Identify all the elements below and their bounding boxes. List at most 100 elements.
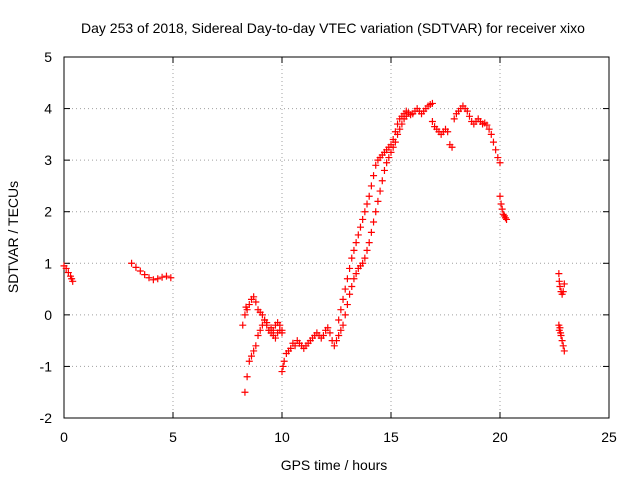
data-point [559, 288, 567, 296]
series-segment-5-upper [335, 99, 436, 324]
data-point [380, 166, 388, 174]
data-point [389, 143, 397, 151]
data-point [256, 326, 264, 334]
data-point [428, 99, 436, 107]
data-point [339, 321, 347, 329]
data-point [267, 324, 275, 332]
data-point [278, 368, 286, 376]
data-point [372, 161, 380, 169]
data-point [465, 112, 473, 120]
data-point [378, 177, 386, 185]
data-point [394, 130, 402, 138]
data-point [370, 172, 378, 180]
data-point [252, 298, 260, 306]
data-point [374, 197, 382, 205]
data-point [352, 239, 360, 247]
data-points [60, 99, 568, 396]
data-point [241, 311, 249, 319]
x-axis-label: GPS time / hours [281, 457, 388, 473]
data-point [149, 276, 157, 284]
data-point [271, 334, 279, 342]
data-point [555, 277, 563, 285]
x-tick-label: 25 [601, 429, 617, 445]
data-point [337, 306, 345, 314]
y-tick-label: 4 [44, 101, 52, 117]
chart-title: Day 253 of 2018, Sidereal Day-to-day VTE… [81, 20, 585, 36]
data-point [391, 138, 399, 146]
data-point [559, 342, 567, 350]
data-point [141, 271, 149, 279]
data-point [145, 274, 153, 282]
data-point [396, 125, 404, 133]
data-point [324, 324, 332, 332]
data-point [494, 154, 502, 162]
data-point [496, 159, 504, 167]
data-point [346, 290, 354, 298]
data-point [497, 200, 505, 208]
data-point [498, 205, 506, 213]
data-point [361, 254, 369, 262]
data-point [503, 215, 511, 223]
data-point [287, 344, 295, 352]
data-point [339, 295, 347, 303]
data-point [239, 321, 247, 329]
data-point [62, 264, 70, 272]
data-point [370, 218, 378, 226]
data-point [385, 154, 393, 162]
data-point [398, 120, 406, 128]
data-point [280, 357, 288, 365]
data-point [278, 329, 286, 337]
data-point [343, 275, 351, 283]
series-segment-7b [555, 321, 568, 355]
data-point [343, 301, 351, 309]
data-point [444, 128, 452, 136]
data-point [376, 187, 384, 195]
data-point [128, 259, 136, 267]
data-point [348, 254, 356, 262]
series-segment-3c [256, 308, 286, 342]
y-tick-label: 0 [44, 307, 52, 323]
y-tick-label: -2 [40, 410, 53, 426]
data-point [501, 214, 509, 222]
data-point [350, 246, 358, 254]
data-point [167, 274, 175, 282]
series-segment-2 [128, 259, 175, 284]
y-tick-label: 1 [44, 255, 52, 271]
data-point [365, 239, 373, 247]
data-point [450, 115, 458, 123]
data-point [254, 331, 262, 339]
series-segment-6 [496, 192, 511, 223]
data-point [162, 272, 170, 280]
data-point [463, 107, 471, 115]
data-point [252, 342, 260, 350]
data-point [319, 331, 327, 339]
data-point [359, 215, 367, 223]
data-point [499, 210, 507, 218]
data-point [241, 388, 249, 396]
data-point [326, 329, 334, 337]
data-point [354, 231, 362, 239]
data-point [258, 311, 266, 319]
x-tick-label: 5 [169, 429, 177, 445]
data-point [243, 373, 251, 381]
x-tick-label: 10 [274, 429, 290, 445]
data-point [335, 316, 343, 324]
data-point [372, 208, 380, 216]
data-point [383, 159, 391, 167]
data-point [367, 182, 375, 190]
data-point [555, 270, 563, 278]
y-axis-label: SDTVAR / TECUs [5, 181, 21, 293]
data-point [361, 208, 369, 216]
data-point [556, 324, 564, 332]
data-point [263, 321, 271, 329]
data-point [245, 301, 253, 309]
data-point [245, 357, 253, 365]
data-point [363, 200, 371, 208]
data-point [448, 143, 456, 151]
data-point [359, 259, 367, 267]
data-point [261, 316, 269, 324]
series-segment-7a [555, 270, 568, 298]
data-point [489, 138, 497, 146]
data-point [132, 263, 140, 271]
